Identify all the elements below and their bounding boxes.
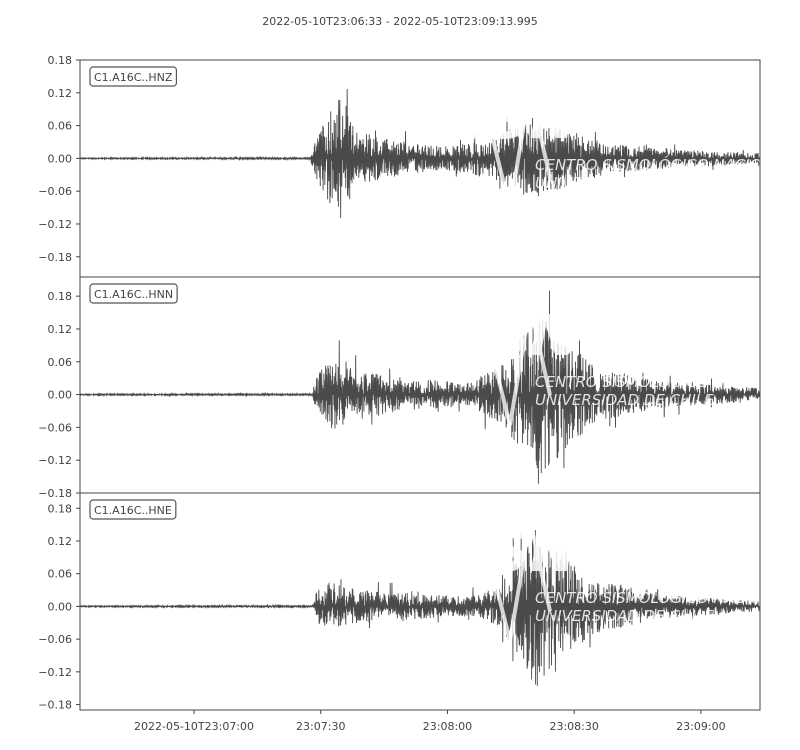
y-tick-label: −0.12 bbox=[38, 218, 72, 231]
y-tick-label: −0.06 bbox=[38, 633, 72, 646]
waveform-trace bbox=[79, 89, 761, 219]
watermark-line-1: CENTRO SISMOLÓGICO NACIONAL bbox=[535, 588, 791, 607]
y-tick-label: 0.06 bbox=[48, 568, 73, 581]
trace-panel-C1.A16C..HNE: CSN CENTRO SISMOLÓGICO NACIONALUNIVERSIDA… bbox=[38, 492, 791, 712]
channel-label: C1.A16C..HNN bbox=[94, 288, 173, 301]
y-tick-label: 0.06 bbox=[48, 120, 73, 133]
watermark-wave-icon bbox=[483, 87, 552, 209]
x-tick-label: 23:09:00 bbox=[676, 720, 725, 733]
y-tick-label: −0.18 bbox=[38, 699, 72, 712]
y-tick-label: 0.12 bbox=[48, 323, 73, 336]
y-tick-label: 0.18 bbox=[48, 290, 73, 303]
x-tick-label: 23:08:00 bbox=[423, 720, 472, 733]
watermark-csn: CSN bbox=[450, 520, 576, 585]
csn-watermark-logo: CSN CENTRO SISMOLÓGICO NACIONALUNIVERSIDA… bbox=[450, 304, 791, 426]
chart-title: 2022-05-10T23:06:33 - 2022-05-10T23:09:1… bbox=[262, 15, 538, 28]
waveform-trace bbox=[79, 290, 761, 484]
x-tick-label: 23:08:30 bbox=[549, 720, 598, 733]
waveform-trace bbox=[79, 530, 761, 686]
watermark-wave-icon bbox=[483, 520, 552, 642]
watermark-line-1: CENTRO SISMOLÓGICO NACIONAL bbox=[535, 155, 791, 174]
y-tick-label: −0.12 bbox=[38, 454, 72, 467]
watermark-csn: CSN bbox=[450, 304, 576, 369]
y-tick-label: −0.18 bbox=[38, 251, 72, 264]
watermark-line-2: UNIVERSIDAD DE CHILE bbox=[535, 391, 714, 409]
y-tick-label: −0.06 bbox=[38, 421, 72, 434]
watermark-line-1: CENTRO SISMOLÓGICO NACIONAL bbox=[535, 372, 791, 391]
y-tick-label: 0.00 bbox=[48, 152, 73, 165]
channel-label-box bbox=[89, 283, 178, 304]
watermark-csn: CSN bbox=[450, 87, 576, 152]
trace-panel-C1.A16C..HNZ: CSN CENTRO SISMOLÓGICO NACIONALUNIVERSIDA… bbox=[38, 54, 791, 278]
y-tick-label: 0.18 bbox=[48, 502, 73, 515]
x-tick-label: 2022-05-10T23:07:00 bbox=[134, 720, 254, 733]
channel-label-box bbox=[89, 66, 178, 87]
watermark-wave-icon bbox=[483, 304, 552, 426]
y-tick-label: 0.00 bbox=[48, 389, 73, 402]
y-tick-label: −0.06 bbox=[38, 185, 72, 198]
csn-watermark-logo: CSN CENTRO SISMOLÓGICO NACIONALUNIVERSIDA… bbox=[450, 520, 791, 642]
y-tick-label: 0.00 bbox=[48, 600, 73, 613]
channel-label: C1.A16C..HNE bbox=[94, 504, 172, 517]
trace-panel-C1.A16C..HNN: CSN CENTRO SISMOLÓGICO NACIONALUNIVERSIDA… bbox=[38, 276, 791, 500]
axes-frame bbox=[79, 492, 761, 711]
y-tick-label: 0.18 bbox=[48, 54, 73, 67]
y-tick-label: 0.06 bbox=[48, 356, 73, 369]
y-tick-label: −0.18 bbox=[38, 487, 72, 500]
channel-label-box bbox=[89, 499, 177, 520]
y-tick-label: 0.12 bbox=[48, 535, 73, 548]
watermark-line-2: UNIVERSIDAD DE CHILE bbox=[535, 607, 714, 625]
channel-label: C1.A16C..HNZ bbox=[94, 71, 173, 84]
y-tick-label: 0.12 bbox=[48, 87, 73, 100]
y-tick-label: −0.12 bbox=[38, 666, 72, 679]
x-tick-label: 23:07:30 bbox=[296, 720, 345, 733]
csn-watermark-logo: CSN CENTRO SISMOLÓGICO NACIONALUNIVERSIDA… bbox=[450, 87, 791, 209]
watermark-line-2: UNIVERSIDAD DE CHILE bbox=[535, 174, 714, 192]
